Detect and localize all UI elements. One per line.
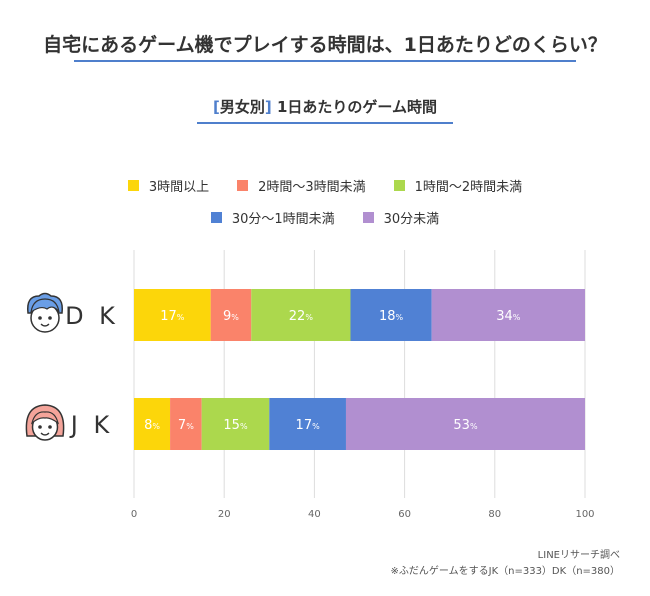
bar-segment <box>201 398 270 450</box>
legend-swatch <box>362 212 374 223</box>
data-label: 8% <box>144 418 160 433</box>
legend-label: 3時間以上 <box>148 180 210 195</box>
legend-label: 30分〜1時間未満 <box>231 212 335 227</box>
legend-item-over-3h: 3時間以上 <box>127 176 210 195</box>
legend-row-1: 3時間以上 2時間〜3時間未満 1時間〜2時間未満 <box>0 176 650 195</box>
chart-subtitle: [男女別] 1日あたりのゲーム時間 <box>0 96 650 117</box>
subtitle-text: 1日あたりのゲーム時間 <box>276 98 437 116</box>
legend-swatch <box>393 180 405 191</box>
x-tick-label: 60 <box>398 509 411 520</box>
subtitle-underline <box>197 122 453 124</box>
legend-item-under-30m: 30分未満 <box>362 208 440 227</box>
girl-face-icon <box>25 404 65 441</box>
bar-segment <box>134 398 171 450</box>
sample-note: ※ふだんゲームをするJK（n=333）DK（n=380） <box>390 566 620 577</box>
source-credit: LINEリサーチ調べ <box>537 550 620 561</box>
x-tick-label: 40 <box>308 509 321 520</box>
bar-segment <box>134 289 211 341</box>
legend-label: 2時間〜3時間未満 <box>258 180 366 195</box>
category-label: J K <box>69 411 113 439</box>
data-label: 9% <box>223 309 239 324</box>
x-tick-label: 0 <box>131 509 137 520</box>
legend-item-1h-2h: 1時間〜2時間未満 <box>393 176 523 195</box>
legend-label: 30分未満 <box>383 212 440 227</box>
title-underline <box>74 60 576 62</box>
x-tick-label: 80 <box>488 509 501 520</box>
subtitle-bracket-open: [ <box>213 98 220 116</box>
bar-segment <box>345 398 585 450</box>
bar-segment <box>251 289 351 341</box>
bar-segment <box>431 289 585 341</box>
bar-segment <box>269 398 346 450</box>
data-label: 22% <box>289 309 314 324</box>
data-label: 7% <box>178 418 194 433</box>
subtitle-bracket-close: ] <box>264 98 272 116</box>
data-label: 53% <box>453 418 478 433</box>
legend-swatch <box>237 180 249 191</box>
legend-label: 1時間〜2時間未満 <box>414 180 523 195</box>
legend-row-2: 30分〜1時間未満 30分未満 <box>0 208 650 227</box>
bar-segment <box>210 289 252 341</box>
data-label: 15% <box>223 418 248 433</box>
subtitle-label: 男女別 <box>219 98 265 116</box>
bar-segment <box>170 398 202 450</box>
boy-face-icon <box>26 292 64 333</box>
legend-item-30m-1h: 30分〜1時間未満 <box>210 208 335 227</box>
data-label: 34% <box>496 309 521 324</box>
x-tick-label: 100 <box>575 509 594 520</box>
category-label: D K <box>65 302 119 330</box>
data-label: 17% <box>160 309 185 324</box>
legend-item-2h-3h: 2時間〜3時間未満 <box>237 176 366 195</box>
data-label: 17% <box>296 418 321 433</box>
legend-swatch <box>127 180 139 191</box>
x-tick-label: 20 <box>218 509 231 520</box>
chart-title: 自宅にあるゲーム機でプレイする時間は、1日あたりどのくらい？ <box>43 34 607 56</box>
legend-swatch <box>210 212 222 223</box>
bar-segment <box>350 289 432 341</box>
data-label: 18% <box>379 309 404 324</box>
